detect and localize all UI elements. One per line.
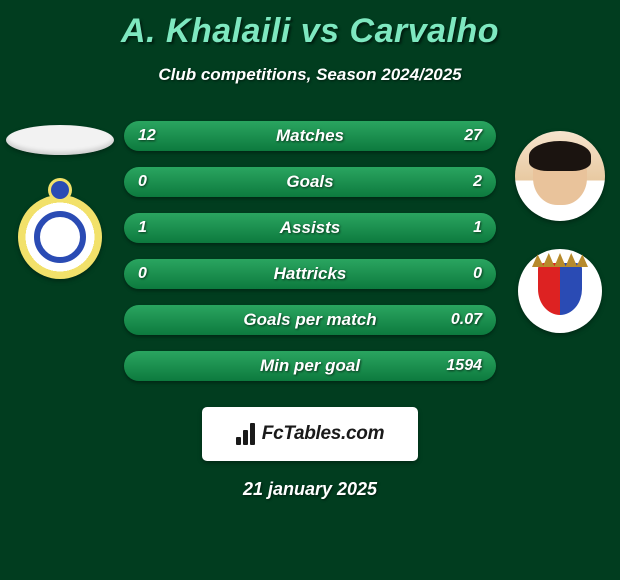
stat-row-goals-per-match: Goals per match 0.07 bbox=[124, 305, 496, 335]
stat-right-value: 0.07 bbox=[451, 311, 482, 329]
player-right-club-badge bbox=[518, 249, 602, 333]
player-left-avatar bbox=[6, 125, 114, 155]
right-side bbox=[500, 121, 620, 333]
stat-label: Hattricks bbox=[274, 264, 347, 284]
stat-row-matches: 12 Matches 27 bbox=[124, 121, 496, 151]
stat-bars: 12 Matches 27 0 Goals 2 1 Assists 1 0 Ha… bbox=[120, 121, 500, 381]
comparison-content: 12 Matches 27 0 Goals 2 1 Assists 1 0 Ha… bbox=[0, 121, 620, 381]
stat-left-value: 12 bbox=[138, 127, 156, 145]
left-side bbox=[0, 121, 120, 279]
stat-left-value: 0 bbox=[138, 173, 147, 191]
stat-right-value: 0 bbox=[473, 265, 482, 283]
stat-label: Assists bbox=[280, 218, 340, 238]
footer-date: 21 january 2025 bbox=[0, 479, 620, 500]
stat-row-hattricks: 0 Hattricks 0 bbox=[124, 259, 496, 289]
page-subtitle: Club competitions, Season 2024/2025 bbox=[0, 65, 620, 85]
stat-left-value: 0 bbox=[138, 265, 147, 283]
stat-label: Min per goal bbox=[260, 356, 360, 376]
page-title: A. Khalaili vs Carvalho bbox=[0, 12, 620, 51]
stat-left-value: 1 bbox=[138, 219, 147, 237]
bars-icon bbox=[236, 423, 258, 445]
stat-right-value: 1594 bbox=[446, 357, 482, 375]
site-name: FcTables.com bbox=[262, 423, 384, 445]
root: A. Khalaili vs Carvalho Club competition… bbox=[0, 0, 620, 500]
player-right-avatar bbox=[515, 131, 605, 221]
player-left-club-badge bbox=[18, 195, 102, 279]
stat-row-assists: 1 Assists 1 bbox=[124, 213, 496, 243]
stat-row-min-per-goal: Min per goal 1594 bbox=[124, 351, 496, 381]
site-logo: FcTables.com bbox=[202, 407, 418, 461]
stat-right-value: 2 bbox=[473, 173, 482, 191]
stat-right-value: 27 bbox=[464, 127, 482, 145]
stat-label: Goals bbox=[286, 172, 333, 192]
stat-label: Goals per match bbox=[243, 310, 376, 330]
stat-right-value: 1 bbox=[473, 219, 482, 237]
stat-row-goals: 0 Goals 2 bbox=[124, 167, 496, 197]
stat-label: Matches bbox=[276, 126, 344, 146]
